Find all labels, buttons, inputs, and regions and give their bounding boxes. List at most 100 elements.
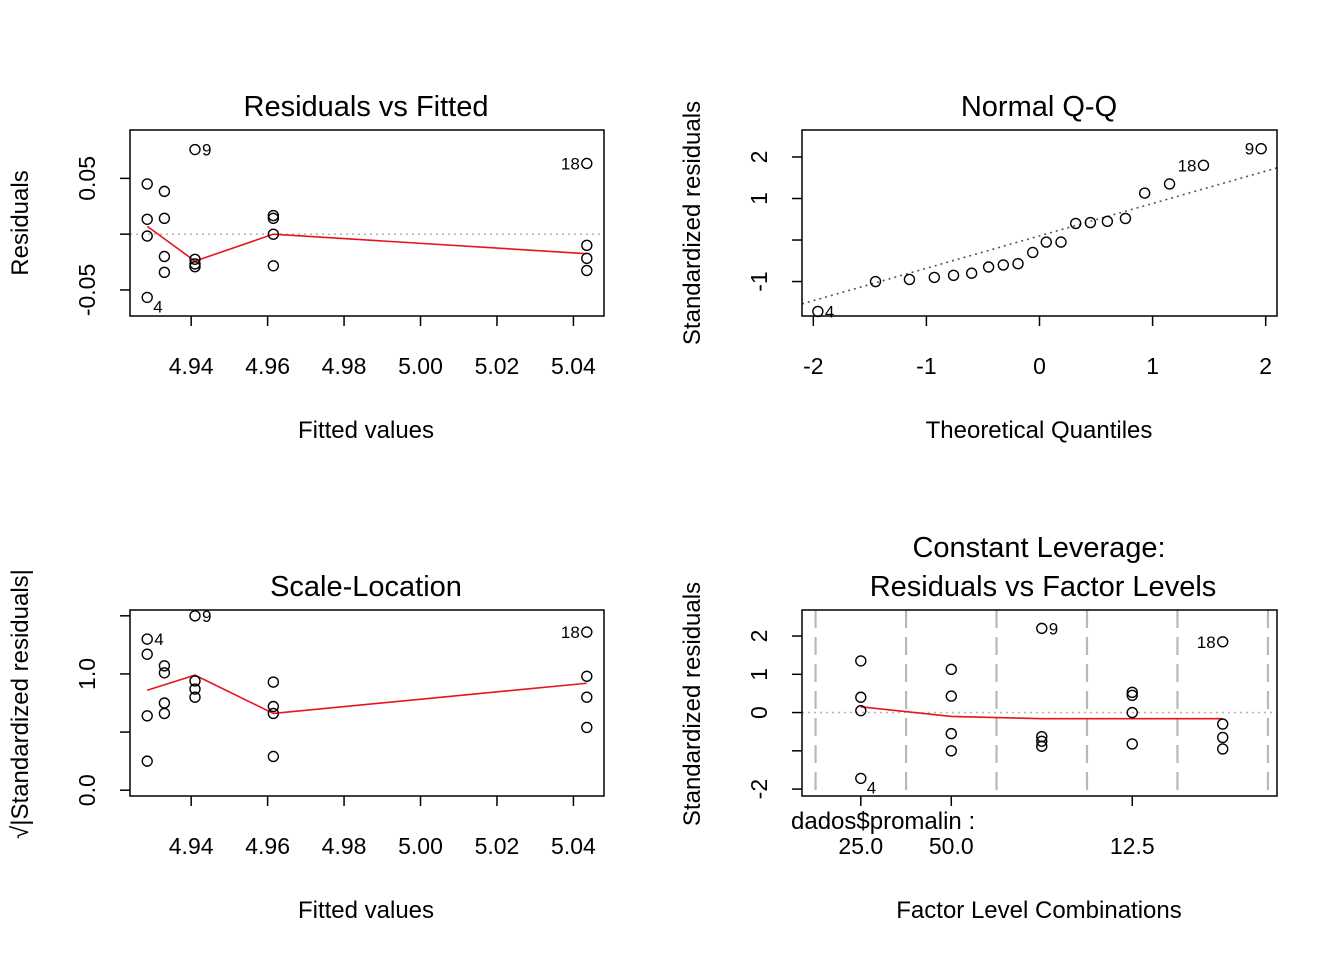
data-point bbox=[267, 707, 280, 720]
constant-leverage-subtitle: Residuals vs Factor Levels bbox=[870, 571, 1217, 603]
x-tick-label: 4.96 bbox=[245, 353, 290, 379]
data-point bbox=[267, 700, 280, 713]
data-point bbox=[997, 259, 1010, 271]
data-point bbox=[1217, 636, 1229, 648]
residuals-vs-fitted-title: Residuals vs Fitted bbox=[244, 91, 489, 123]
data-point bbox=[189, 253, 201, 265]
data-point bbox=[982, 261, 995, 273]
data-point bbox=[189, 261, 201, 273]
data-point bbox=[581, 721, 593, 734]
constant-leverage-panel: Constant Leverage: Residuals vs Factor L… bbox=[679, 532, 1278, 924]
x-tick-label: 5.02 bbox=[475, 353, 520, 379]
data-point bbox=[1040, 236, 1052, 248]
x-tick-label: 4.96 bbox=[245, 833, 290, 859]
point-label-18: 18 bbox=[1178, 156, 1197, 175]
data-point bbox=[141, 755, 153, 767]
y-tick-label: 0 bbox=[746, 706, 772, 719]
data-point bbox=[267, 228, 280, 240]
data-point bbox=[945, 690, 957, 702]
normal-qq-panel: Normal Q-Q Theoretical Quantiles Standar… bbox=[679, 91, 1278, 444]
data-point bbox=[1084, 216, 1097, 229]
data-point bbox=[189, 143, 201, 156]
y-tick-label: 1 bbox=[746, 192, 772, 205]
constant-leverage-title: Constant Leverage: bbox=[912, 532, 1165, 564]
point-label-18: 18 bbox=[561, 154, 580, 173]
x-tick-label: 4.94 bbox=[169, 833, 214, 859]
data-point bbox=[141, 291, 153, 304]
constant-leverage-ylabel: Standardized residuals bbox=[679, 582, 706, 826]
data-point bbox=[945, 663, 957, 676]
data-point bbox=[581, 670, 593, 682]
x-tick-label: -1 bbox=[916, 353, 936, 379]
y-tick-label: 0.05 bbox=[74, 156, 100, 201]
data-point bbox=[267, 209, 280, 222]
point-label-4: 4 bbox=[154, 630, 163, 649]
x-tick-label: 50.0 bbox=[929, 833, 974, 859]
data-point bbox=[1126, 706, 1138, 719]
scale-location-plot-area: 4.94 4.96 4.98 5.00 5.02 5.04 0.0 1.0 4 9 18 bbox=[74, 607, 605, 859]
data-point bbox=[947, 269, 960, 282]
normal-qq-xlabel: Theoretical Quantiles bbox=[926, 417, 1153, 444]
data-point bbox=[1101, 215, 1114, 228]
data-point bbox=[267, 676, 280, 688]
y-tick-label: -1 bbox=[746, 271, 772, 291]
data-point bbox=[189, 683, 201, 695]
x-tick-label: 0 bbox=[1033, 353, 1046, 379]
point-label-4: 4 bbox=[153, 297, 162, 316]
x-tick-label: 1 bbox=[1146, 353, 1159, 379]
x-tick-label: 5.04 bbox=[551, 833, 596, 859]
plot-frame bbox=[129, 609, 605, 797]
data-point bbox=[1126, 738, 1138, 750]
x-tick-label: 5.00 bbox=[398, 353, 443, 379]
x-tick-label: 2 bbox=[1259, 353, 1272, 379]
data-point bbox=[189, 610, 201, 622]
data-point bbox=[1126, 689, 1138, 702]
smoother-line bbox=[146, 225, 587, 263]
scale-location-ylabel: √|Standardized residuals| bbox=[7, 569, 34, 839]
data-point bbox=[812, 305, 824, 318]
data-point bbox=[189, 675, 201, 687]
x-tick-label: 4.94 bbox=[169, 353, 214, 379]
data-point bbox=[581, 691, 593, 703]
data-point bbox=[158, 667, 171, 679]
factor-name-label: dados$promalin : bbox=[791, 808, 975, 835]
normal-qq-plot-area: -2 -1 0 1 2 -1 1 2 4 18 9 bbox=[746, 129, 1278, 379]
data-point bbox=[855, 655, 867, 667]
data-point bbox=[141, 213, 153, 225]
normal-qq-ylabel: Standardized residuals bbox=[679, 101, 706, 345]
point-label-18: 18 bbox=[561, 623, 580, 642]
point-label-18: 18 bbox=[1197, 633, 1216, 652]
data-point bbox=[141, 648, 153, 660]
data-point bbox=[141, 710, 153, 722]
data-point bbox=[1119, 212, 1132, 225]
data-point bbox=[158, 266, 171, 278]
data-point bbox=[581, 157, 593, 170]
data-point bbox=[855, 704, 867, 717]
normal-qq-title: Normal Q-Q bbox=[961, 91, 1117, 123]
residuals-vs-fitted-xlabel: Fitted values bbox=[298, 417, 434, 444]
data-point bbox=[945, 745, 957, 757]
plot-frame bbox=[129, 129, 605, 317]
data-point bbox=[1027, 246, 1039, 259]
point-label-9: 9 bbox=[1049, 619, 1058, 638]
data-point bbox=[869, 275, 882, 288]
data-point bbox=[1012, 257, 1024, 270]
data-point bbox=[158, 250, 171, 263]
data-point bbox=[1036, 735, 1048, 747]
data-point bbox=[189, 258, 201, 270]
data-point bbox=[945, 727, 957, 740]
data-point bbox=[141, 230, 153, 242]
point-label-4: 4 bbox=[867, 778, 876, 797]
residuals-vs-fitted-panel: Residuals vs Fitted Fitted values Residu… bbox=[7, 91, 605, 444]
y-tick-label: 1.0 bbox=[74, 658, 100, 690]
data-point bbox=[267, 750, 280, 763]
data-point bbox=[855, 772, 867, 785]
residuals-vs-fitted-ylabel: Residuals bbox=[7, 170, 34, 275]
data-point bbox=[1126, 686, 1138, 698]
data-point bbox=[581, 264, 593, 277]
data-point bbox=[267, 212, 280, 225]
data-point bbox=[158, 185, 171, 198]
scale-location-title: Scale-Location bbox=[270, 571, 462, 603]
x-tick-label: 5.04 bbox=[551, 353, 596, 379]
